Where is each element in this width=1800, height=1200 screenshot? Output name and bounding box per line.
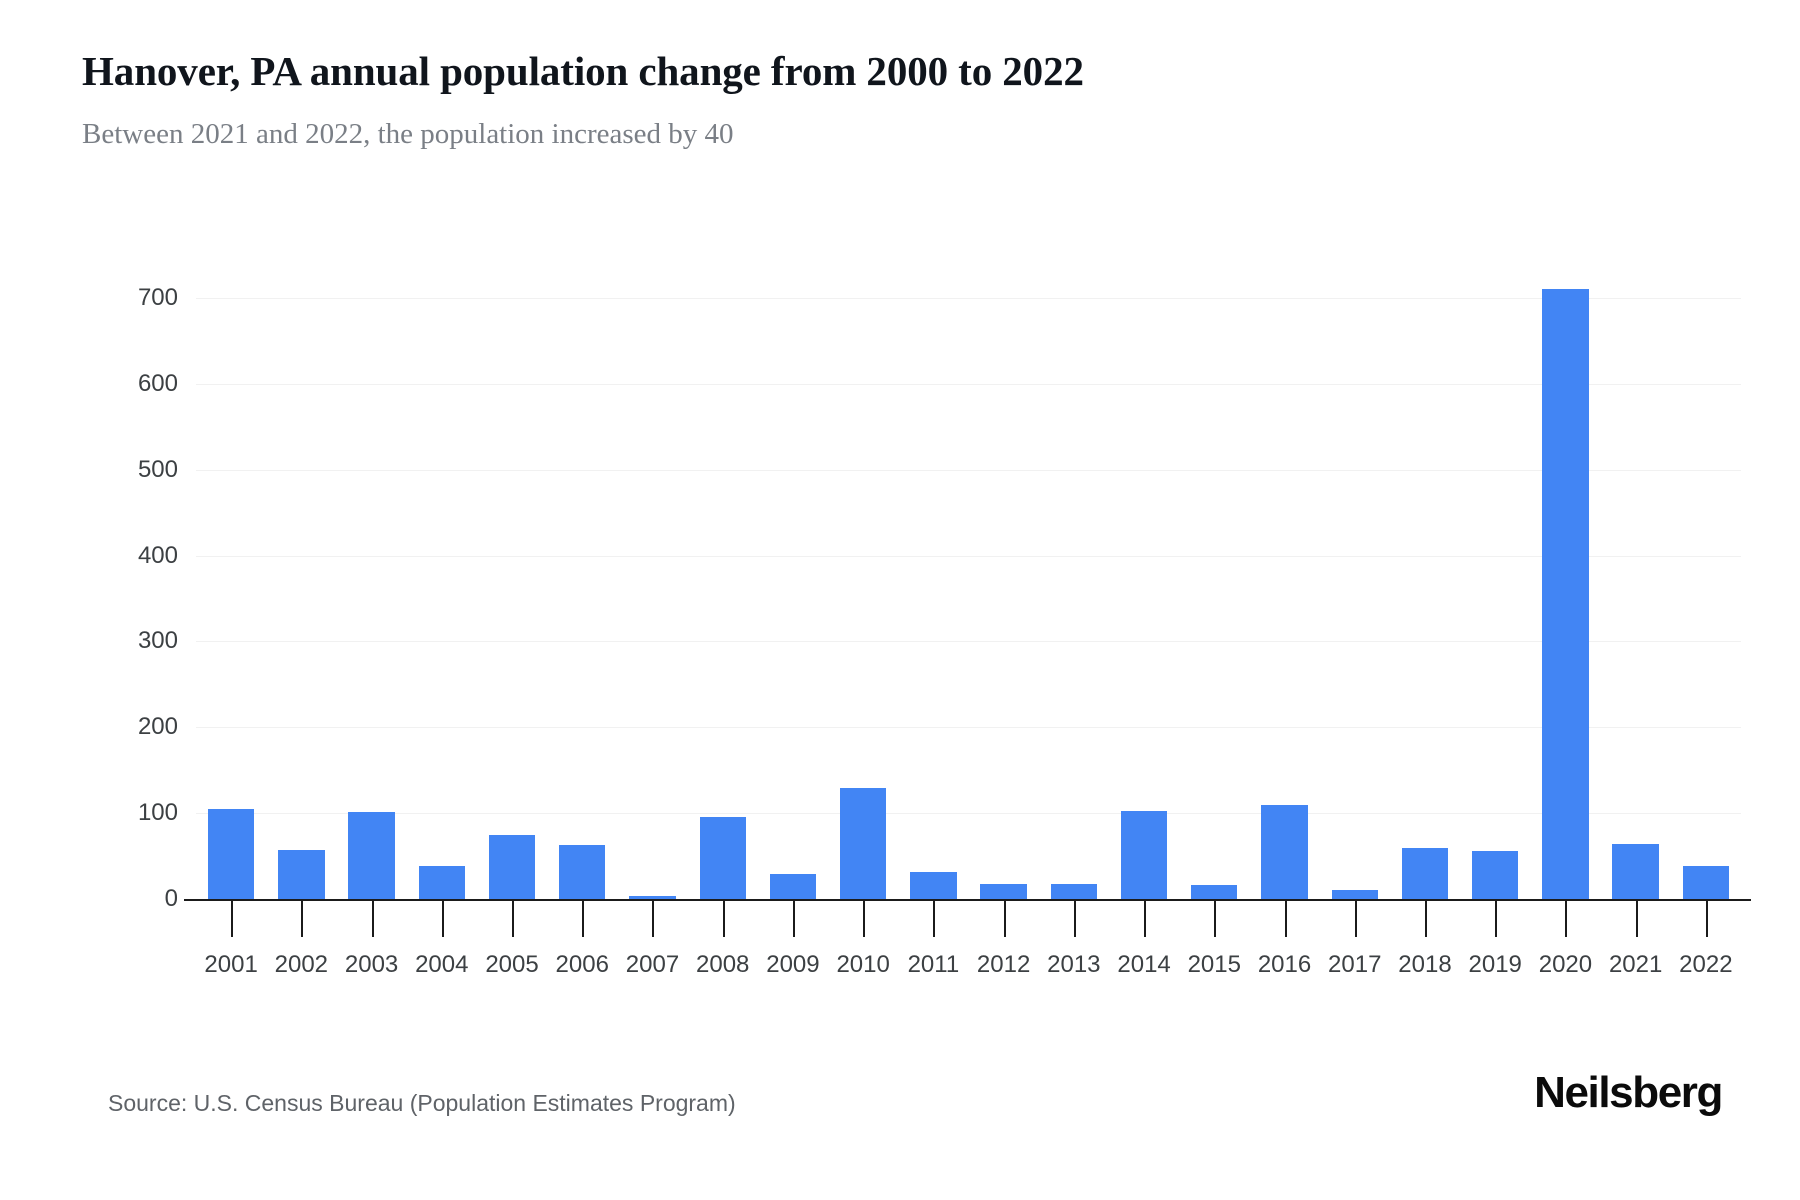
- x-axis-tick-mark: [933, 899, 936, 937]
- x-axis-tick-mark: [1354, 899, 1357, 937]
- bar[interactable]: [348, 812, 395, 899]
- x-axis-tick-label: 2016: [1257, 951, 1312, 978]
- x-axis-tick-mark: [1214, 899, 1217, 937]
- y-axis-tick-label: 700: [137, 283, 178, 311]
- x-axis-tick-label: 2005: [485, 951, 539, 978]
- bar[interactable]: [1050, 884, 1097, 899]
- x-axis-tick-label: 2001: [204, 951, 258, 978]
- x-axis-tick-mark: [863, 899, 866, 937]
- bar[interactable]: [1542, 289, 1589, 899]
- x-axis-tick-label: 2003: [344, 951, 399, 978]
- bar[interactable]: [1472, 850, 1519, 899]
- y-axis-tick-label: 100: [137, 799, 178, 827]
- x-axis-tick-label: 2014: [1117, 951, 1171, 978]
- gridline: [196, 813, 1741, 815]
- x-axis-tick-label: 2009: [766, 951, 820, 978]
- bar[interactable]: [1331, 889, 1378, 899]
- bar[interactable]: [207, 808, 255, 899]
- bar[interactable]: [910, 872, 957, 899]
- x-axis-tick-mark: [441, 899, 444, 937]
- x-axis-tick-mark: [1565, 899, 1568, 937]
- x-axis-tick-label: 2021: [1608, 951, 1663, 978]
- gridline: [196, 297, 1741, 299]
- bar[interactable]: [980, 884, 1027, 899]
- x-axis-tick-mark: [1495, 899, 1498, 937]
- bar[interactable]: [839, 788, 887, 899]
- bar[interactable]: [559, 844, 606, 899]
- x-axis-tick-mark: [301, 899, 304, 937]
- bar[interactable]: [629, 896, 676, 899]
- x-axis-tick-mark: [722, 899, 725, 937]
- x-axis-tick-label: 2011: [907, 951, 960, 978]
- x-axis-tick-mark: [1705, 899, 1708, 937]
- bar[interactable]: [1401, 848, 1449, 899]
- x-axis-tick-label: 2020: [1538, 951, 1593, 978]
- bar[interactable]: [278, 850, 325, 899]
- y-axis-tick-label: 400: [137, 541, 178, 569]
- bar[interactable]: [699, 816, 746, 899]
- bar[interactable]: [1191, 885, 1238, 899]
- x-axis-tick-label: 2004: [415, 951, 469, 978]
- bar[interactable]: [769, 874, 817, 899]
- x-axis-tick-label: 2010: [836, 951, 890, 978]
- x-axis-tick-label: 2008: [696, 951, 750, 978]
- x-axis-tick-label: 2018: [1398, 951, 1452, 978]
- x-axis-tick-label: 2002: [274, 951, 329, 978]
- x-axis-tick-label: 2022: [1679, 951, 1733, 978]
- x-axis-tick-label: 2013: [1047, 951, 1101, 978]
- y-axis-tick-label: 200: [137, 713, 178, 741]
- brand-logo: Neilsberg: [1534, 1068, 1723, 1117]
- x-axis-tick-label: 2012: [976, 951, 1031, 978]
- bar[interactable]: [1261, 804, 1308, 899]
- y-axis-tick-label: 500: [137, 455, 178, 483]
- x-axis-tick-label: 2015: [1187, 951, 1241, 978]
- x-axis-tick-mark: [1144, 899, 1147, 937]
- x-axis-tick-mark: [371, 899, 374, 937]
- x-axis-tick-mark: [582, 899, 585, 937]
- x-axis-tick-mark: [652, 899, 655, 937]
- chart-subtitle: Between 2021 and 2022, the population in…: [82, 118, 734, 151]
- chart-header: Hanover, PA annual population change fro…: [82, 48, 1722, 152]
- y-axis-tick-label: 600: [137, 369, 178, 397]
- x-axis-tick-mark: [1284, 899, 1287, 937]
- x-axis-tick-label: 2017: [1328, 951, 1382, 978]
- y-axis-tick-label: 0: [164, 885, 178, 912]
- x-axis-tick-mark: [1073, 899, 1076, 937]
- x-axis-tick-mark: [1003, 899, 1006, 937]
- y-axis-tick-label: 300: [137, 627, 178, 655]
- x-axis-tick-mark: [1635, 899, 1638, 937]
- gridline: [196, 469, 1741, 471]
- gridline: [196, 727, 1741, 729]
- x-axis-tick-mark: [792, 899, 795, 937]
- x-axis-tick-mark: [512, 899, 515, 937]
- page-title: Hanover, PA annual population change fro…: [82, 48, 1084, 94]
- bar[interactable]: [1612, 844, 1659, 899]
- gridline: [196, 383, 1741, 385]
- x-axis-line: [184, 899, 1751, 901]
- gridline: [196, 641, 1741, 643]
- source-note: Source: U.S. Census Bureau (Population E…: [108, 1090, 736, 1116]
- bar[interactable]: [488, 834, 536, 899]
- bar[interactable]: [1682, 865, 1730, 899]
- gridline: [196, 555, 1741, 557]
- x-axis-tick-mark: [1424, 899, 1427, 937]
- x-axis-tick-label: 2006: [555, 951, 609, 978]
- bar[interactable]: [418, 866, 465, 899]
- x-axis-tick-mark: [231, 899, 234, 937]
- bar[interactable]: [1120, 811, 1168, 899]
- x-axis-tick-label: 2007: [625, 951, 680, 978]
- x-axis-tick-label: 2019: [1468, 951, 1522, 978]
